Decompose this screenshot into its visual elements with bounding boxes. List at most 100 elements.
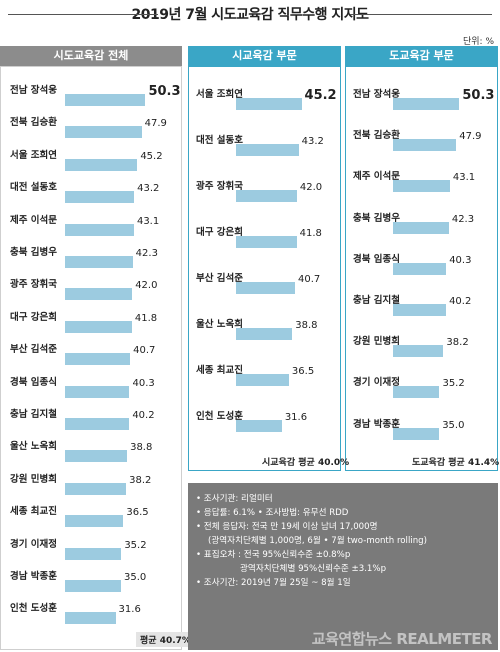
- info-line: • 조사기간: 2019년 7월 25일 ~ 8월 1일: [196, 578, 351, 588]
- bar-category-label: 경북 임종식: [353, 253, 401, 265]
- bar-value-label: 43.1: [452, 172, 476, 184]
- panel-city: [188, 66, 341, 471]
- bar-value-label: 40.3: [132, 377, 155, 389]
- bar: [236, 420, 282, 432]
- bar-category-label: 경기 이재정: [10, 538, 58, 550]
- bar: [65, 353, 131, 366]
- title-rule-left: [8, 14, 158, 15]
- bar-category-label: 경남 박종훈: [353, 418, 401, 430]
- bar: [65, 580, 121, 592]
- bar-value-label: 42.3: [135, 248, 158, 259]
- panel-overall: [0, 66, 182, 650]
- panel-title-province: 도교육감 부문: [345, 46, 498, 66]
- bar: [393, 262, 447, 275]
- bar-category-label: 부산 김석준: [196, 273, 244, 284]
- info-line: (광역자치단체별 1,000명, 6월 • 7월 two-month rolli…: [208, 536, 427, 546]
- bar-category-label: 충남 김지철: [353, 295, 401, 306]
- bar-category-label: 전남 장석웅: [353, 89, 401, 100]
- bar-value-label: 40.7: [298, 274, 321, 285]
- bar-value-label: 41.8: [299, 228, 322, 239]
- bar: [65, 482, 127, 495]
- bar-value-label: 35.0: [124, 572, 147, 583]
- bar-category-label: 광주 장휘국: [10, 279, 58, 291]
- bar: [65, 612, 116, 625]
- unit-label: 단위: %: [462, 37, 494, 47]
- bar: [236, 190, 297, 202]
- bar: [236, 98, 302, 110]
- panel-title-overall: 시도교육감 전체: [0, 46, 182, 66]
- bar-value-label: 40.3: [449, 254, 472, 266]
- bar-category-label: 세종 최교진: [10, 506, 58, 518]
- bar-category-label: 강원 민병희: [10, 473, 58, 485]
- average-label: 시교육감 평균 40.0%: [262, 458, 350, 468]
- bar: [65, 450, 128, 463]
- bar: [65, 223, 134, 236]
- bar: [236, 144, 299, 156]
- bar-value-label: 38.8: [295, 320, 318, 331]
- bar: [393, 139, 457, 152]
- bar-category-label: 제주 이석문: [10, 214, 58, 226]
- bar: [65, 191, 135, 204]
- bar: [65, 256, 133, 268]
- bar: [65, 94, 146, 106]
- bar-value-label: 31.6: [284, 412, 308, 423]
- bar-value-label: 38.2: [446, 337, 469, 349]
- bar-category-label: 대구 강은희: [10, 311, 58, 323]
- bar-value-label: 35.2: [442, 378, 465, 390]
- bar-value-label: 42.0: [135, 280, 158, 292]
- bar-value-label: 35.2: [124, 539, 147, 551]
- info-line: • 표집오차 : 전국 95%신뢰수준 ±0.8%p: [196, 550, 351, 560]
- bar-category-label: 울산 노옥희: [196, 319, 244, 330]
- info-line: • 조사기관: 리얼미터: [196, 494, 273, 504]
- bar-value-label: 40.7: [133, 345, 156, 357]
- bar: [236, 374, 289, 386]
- bar-category-label: 강원 민병희: [353, 336, 401, 348]
- info-line: • 전체 응답자: 전국 만 19세 이상 남녀 17,000명: [196, 522, 378, 532]
- bar-category-label: 세종 최교진: [196, 365, 244, 376]
- bar-category-label: 대구 강은희: [196, 227, 244, 238]
- bar: [65, 320, 132, 333]
- bar-value-label: 35.0: [442, 419, 465, 431]
- bar-category-label: 서울 조희연: [10, 149, 58, 161]
- bar-category-label: 광주 장휘국: [196, 181, 244, 192]
- bar: [236, 328, 293, 340]
- bar-value-label: 38.2: [129, 474, 152, 486]
- bar-category-label: 전남 장석웅: [10, 85, 58, 96]
- bar-category-label: 제주 이석문: [353, 171, 401, 183]
- bar: [65, 547, 122, 560]
- bar: [65, 158, 138, 171]
- bar-category-label: 충남 김지철: [10, 409, 58, 420]
- info-line: • 응답률: 6.1% • 조사방법: 유무선 RDD: [196, 508, 349, 518]
- average-label: 도교육감 평균 41.4%: [412, 458, 500, 468]
- bar: [393, 386, 440, 399]
- bar-value-label: 43.2: [301, 136, 324, 147]
- survey-info-box: • 조사기관: 리얼미터 • 응답률: 6.1% • 조사방법: 유무선 RDD…: [188, 483, 498, 650]
- bar-value-label: 47.9: [144, 118, 167, 130]
- bar-value-label: 40.2: [449, 296, 472, 307]
- bar-value-label: 38.8: [130, 442, 153, 454]
- bar-category-label: 전북 김승환: [353, 130, 401, 142]
- bar-value-label: 45.2: [140, 150, 163, 162]
- bar-category-label: 인천 도성훈: [196, 411, 244, 422]
- bar-value-label: 50.3: [148, 84, 181, 99]
- bar-value-label: 50.3: [462, 88, 495, 103]
- bar-category-label: 부산 김석준: [10, 344, 58, 356]
- bar-value-label: 40.2: [132, 410, 155, 421]
- bar: [65, 288, 133, 301]
- bar-category-label: 충북 김병우: [353, 212, 401, 224]
- bar-value-label: 36.5: [291, 366, 315, 377]
- bar: [393, 345, 444, 358]
- bar: [65, 418, 130, 430]
- bar: [236, 236, 297, 248]
- bar: [393, 180, 450, 193]
- bar-value-label: 31.6: [118, 604, 141, 616]
- bar: [393, 304, 447, 316]
- bar-value-label: 42.0: [299, 182, 323, 193]
- title-rule-right: [350, 14, 492, 15]
- bar-category-label: 경기 이재정: [353, 377, 401, 389]
- bar: [65, 385, 130, 398]
- bar-category-label: 충북 김병우: [10, 247, 58, 258]
- bar: [65, 515, 124, 528]
- bar-value-label: 43.1: [136, 215, 160, 227]
- bar-category-label: 서울 조희연: [196, 89, 244, 100]
